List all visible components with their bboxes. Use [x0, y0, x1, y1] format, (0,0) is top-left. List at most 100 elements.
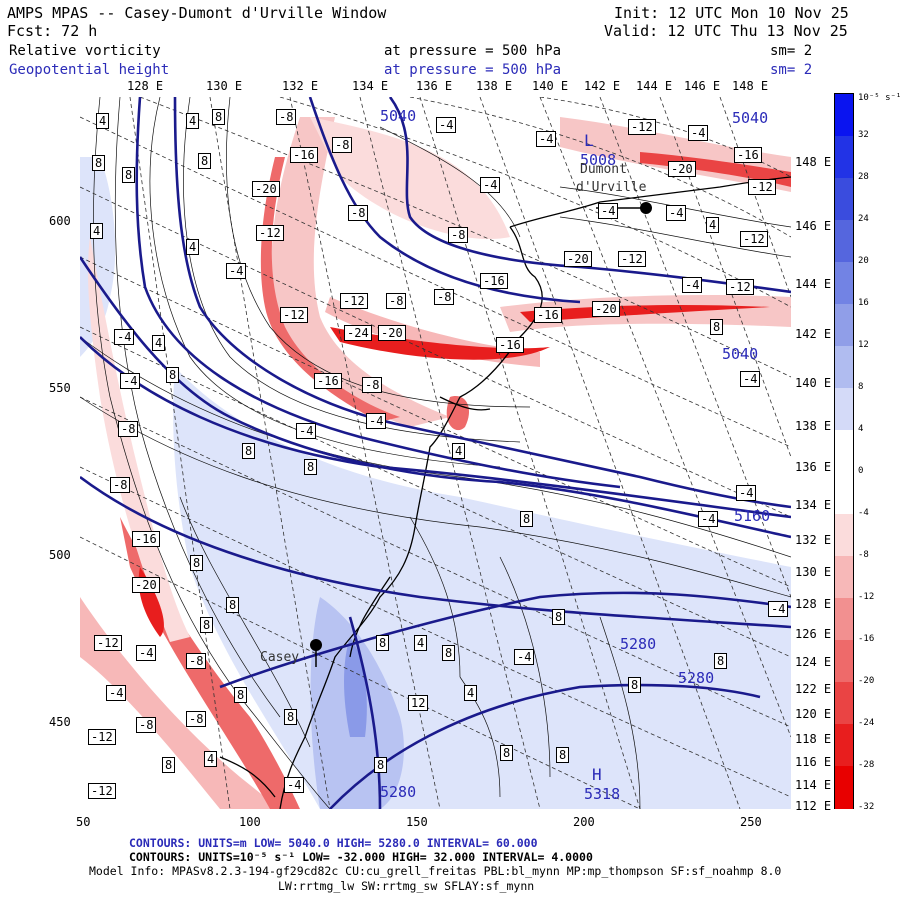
vort-label: 4	[152, 335, 166, 351]
right-lon-label: 126 E	[795, 627, 832, 641]
vort-label: -12	[628, 119, 656, 135]
vort-label: -8	[186, 653, 207, 669]
vort-label: 8	[122, 167, 136, 183]
vort-label: -16	[534, 307, 562, 323]
top-lon-label: 136 E	[416, 79, 453, 93]
field1-level: at pressure = 500 hPa	[384, 43, 562, 59]
height-label: 5040	[380, 107, 417, 125]
vort-label: -12	[340, 293, 368, 309]
vort-label: 8	[520, 511, 534, 527]
y-tick-label: 600	[49, 214, 71, 228]
vort-label: -8	[348, 205, 369, 221]
right-lon-label: 144 E	[795, 277, 832, 291]
y-tick-label: 450	[49, 715, 71, 729]
vort-label: -16	[480, 273, 508, 289]
vort-label: -4	[114, 329, 135, 345]
colorbar-swatch	[835, 472, 853, 515]
right-lon-label: 134 E	[795, 498, 832, 512]
vort-label: -8	[434, 289, 455, 305]
vort-label: -4	[740, 371, 761, 387]
right-lon-label: 122 E	[795, 682, 832, 696]
vort-label: -8	[118, 421, 139, 437]
contour-info-vorticity: CONTOURS: UNITS=10⁻⁵ s⁻¹ LOW= -32.000 HI…	[129, 850, 593, 864]
vort-label: 8	[284, 709, 298, 725]
colorbar-swatch	[835, 724, 853, 767]
vort-label: 8	[92, 155, 106, 171]
right-lon-label: 136 E	[795, 460, 832, 474]
vort-label: -4	[768, 601, 789, 617]
model-info-line2: LW:rrtmg_lw SW:rrtmg_sw SFLAY:sf_mynn	[278, 879, 535, 893]
x-tick-label: 150	[406, 815, 428, 829]
vort-label: -4	[688, 125, 709, 141]
vort-label: -20	[668, 161, 696, 177]
vort-label: -4	[106, 685, 127, 701]
plot-title: AMPS MPAS -- Casey-Dumont d'Urville Wind…	[7, 4, 387, 22]
x-tick-label: 100	[239, 815, 261, 829]
colorbar-tick-label: 12	[858, 340, 869, 350]
vort-label: -20	[592, 301, 620, 317]
field1-smoothing: sm= 2	[770, 43, 813, 59]
x-tick-label: 50	[76, 815, 91, 829]
latlon-grid	[80, 97, 791, 809]
vort-label: -8	[110, 477, 131, 493]
vort-label: 8	[556, 747, 570, 763]
colorbar-tick-label: -28	[858, 760, 875, 770]
vort-label: 8	[628, 677, 642, 693]
vort-label: -8	[386, 293, 407, 309]
vort-label: 8	[710, 319, 724, 335]
right-lon-label: 132 E	[795, 533, 832, 547]
field2-level: at pressure = 500 hPa	[384, 62, 562, 78]
colorbar-swatch	[835, 598, 853, 641]
vort-label: -12	[88, 783, 116, 799]
vort-label: 8	[552, 609, 566, 625]
right-lon-label: 128 E	[795, 597, 832, 611]
vort-label: 8	[304, 459, 318, 475]
colorbar-swatch	[835, 514, 853, 557]
vort-label: -4	[436, 117, 457, 133]
right-lon-label: 124 E	[795, 655, 832, 669]
right-lon-label: 120 E	[795, 707, 832, 721]
vort-label: -16	[734, 147, 762, 163]
valid-time: Valid: 12 UTC Thu 13 Nov 25	[604, 22, 848, 40]
height-label: 5280	[620, 635, 657, 653]
vort-label: -8	[186, 711, 207, 727]
station-name-dumont: Dumont	[580, 162, 627, 177]
colorbar-swatch	[835, 430, 853, 473]
y-tick-label: 550	[49, 381, 71, 395]
vort-label: 4	[414, 635, 428, 651]
x-tick-label: 250	[740, 815, 762, 829]
right-lon-label: 114 E	[795, 778, 832, 792]
colorbar-swatch	[835, 220, 853, 263]
negative-vorticity-band	[120, 517, 300, 809]
vort-label: -4	[136, 645, 157, 661]
colorbar-tick-label: -20	[858, 676, 875, 686]
vort-label: 8	[166, 367, 180, 383]
vort-label: 8	[226, 597, 240, 613]
vort-label: -8	[332, 137, 353, 153]
vort-label: 4	[204, 751, 218, 767]
negative-vorticity-band	[330, 327, 550, 360]
negative-vorticity-band	[640, 152, 791, 187]
colorbar-unit: 10⁻⁵ s⁻¹	[858, 93, 900, 103]
station-name-durville: d'Urville	[576, 180, 647, 195]
vort-label: -4	[514, 649, 535, 665]
low-marker: L	[584, 131, 594, 150]
colorbar-tick-label: 24	[858, 214, 869, 224]
colorbar-tick-label: 28	[858, 172, 869, 182]
right-lon-label: 116 E	[795, 755, 832, 769]
vort-label: 8	[162, 757, 176, 773]
height-label: 5040	[732, 109, 769, 127]
vort-label: -8	[362, 377, 383, 393]
colorbar-tick-label: -16	[858, 634, 875, 644]
negative-vorticity-band	[271, 117, 450, 427]
top-lon-label: 144 E	[636, 79, 673, 93]
vort-label: -4	[698, 511, 719, 527]
colorbar-swatch	[835, 94, 853, 137]
vort-label: 4	[706, 217, 720, 233]
top-lon-label: 142 E	[584, 79, 621, 93]
vort-label: -8	[448, 227, 469, 243]
vort-label: 12	[408, 695, 429, 711]
negative-vorticity-band	[260, 157, 400, 422]
vort-label: -16	[496, 337, 524, 353]
vort-label: 8	[242, 443, 256, 459]
